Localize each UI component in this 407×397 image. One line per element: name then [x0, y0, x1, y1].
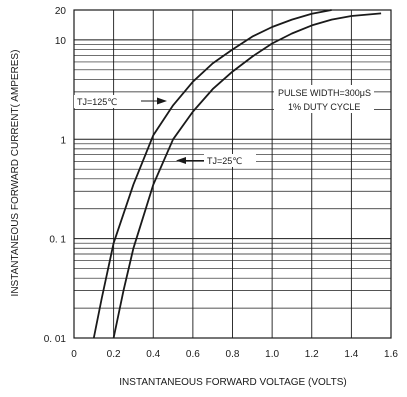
x-tick-label: 0 — [71, 349, 77, 360]
x-tick-label: 0.8 — [226, 349, 240, 360]
x-axis-title: INSTANTANEOUS FORWARD VOLTAGE (VOLTS) — [119, 377, 346, 388]
x-tick-label: 1.0 — [265, 349, 279, 360]
annotation-pulse-width: PULSE WIDTH=300μS — [278, 88, 371, 98]
annotation-tj25: TJ=25℃ — [176, 154, 256, 167]
y-tick-label: 10 — [55, 36, 67, 47]
x-tick-label: 1.2 — [305, 349, 319, 360]
y-tick-label: 20 — [55, 6, 67, 17]
y-tick-label: 1 — [60, 135, 66, 146]
annotation-tj25-label: TJ=25℃ — [207, 156, 242, 166]
x-tick-label: 0.6 — [186, 349, 200, 360]
annotation-tj25-arrowhead — [176, 157, 186, 164]
annotation-tj125: TJ=125℃ — [74, 95, 167, 108]
curve-series-2 — [112, 12, 382, 339]
x-tick-label: 0.2 — [107, 349, 121, 360]
annotation-pulse-conditions: PULSE WIDTH=300μS 1% DUTY CYCLE — [274, 85, 374, 113]
y-tick-labels: 20 10 1 0. 1 0. 01 — [44, 6, 67, 345]
plot-area-border — [73, 9, 392, 339]
curves — [92, 9, 382, 339]
y-tick-label: 0. 01 — [44, 334, 67, 345]
curve-series-1 — [92, 9, 332, 339]
annotation-duty-cycle: 1% DUTY CYCLE — [288, 102, 360, 112]
x-tick-label: 1.6 — [384, 349, 398, 360]
y-axis-title: INSTANTANEOUS FORWARD CURRENT( AMPERES) — [10, 50, 21, 297]
x-tick-label: 0.4 — [146, 349, 160, 360]
x-tick-labels: 0 0.2 0.4 0.6 0.8 1.0 1.2 1.4 1.6 — [71, 349, 398, 360]
annotation-tj125-label: TJ=125℃ — [77, 97, 117, 107]
x-tick-label: 1.4 — [344, 349, 358, 360]
y-tick-label: 0. 1 — [49, 235, 66, 246]
annotation-tj125-arrowhead — [157, 97, 167, 105]
